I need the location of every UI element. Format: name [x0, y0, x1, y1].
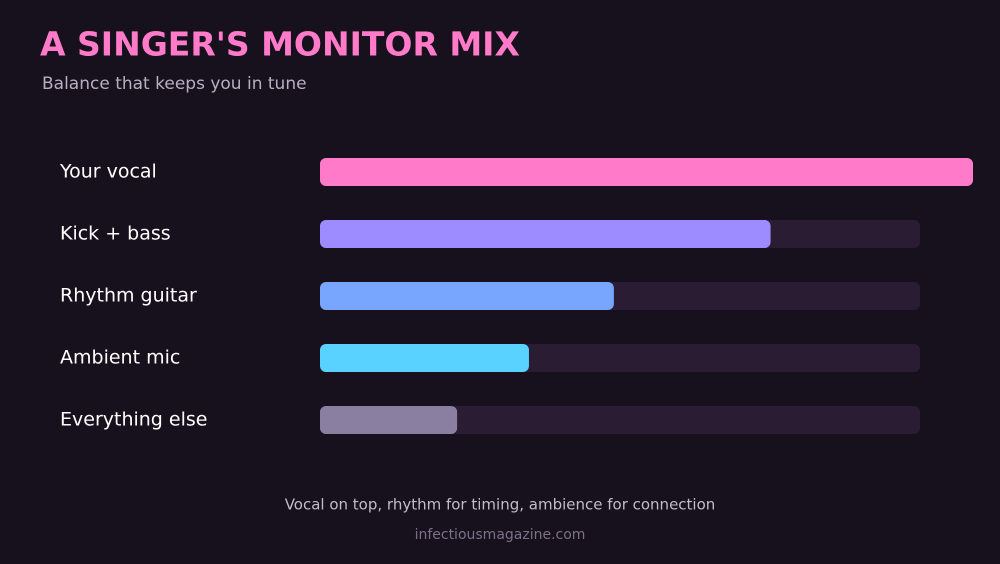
category-label: Your vocal — [59, 161, 157, 183]
bar — [320, 282, 614, 310]
caption: Vocal on top, rhythm for timing, ambienc… — [285, 496, 716, 514]
bar — [320, 158, 973, 186]
bar-track — [320, 406, 920, 434]
chart-subtitle: Balance that keeps you in tune — [42, 74, 307, 94]
chart-title: A SINGER'S MONITOR MIX — [40, 25, 520, 64]
category-label: Everything else — [60, 409, 207, 431]
bar — [320, 406, 458, 434]
bar — [320, 220, 771, 248]
bar — [320, 344, 529, 372]
category-label: Rhythm guitar — [60, 285, 197, 307]
category-label: Kick + bass — [60, 223, 171, 245]
category-label: Ambient mic — [60, 347, 180, 369]
source: infectiousmagazine.com — [415, 527, 586, 543]
